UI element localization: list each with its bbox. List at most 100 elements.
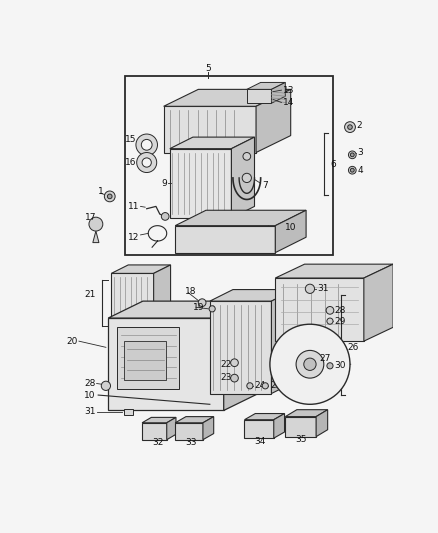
Polygon shape [285,417,316,437]
Circle shape [231,374,238,382]
Polygon shape [108,318,224,410]
Polygon shape [210,301,272,393]
Circle shape [348,125,352,130]
Text: 1: 1 [98,187,104,196]
Bar [117,327,179,389]
Text: 31: 31 [318,284,329,293]
Circle shape [296,350,324,378]
Text: 24: 24 [254,381,266,390]
Bar [125,76,333,255]
Circle shape [326,306,334,314]
Polygon shape [164,106,256,152]
Circle shape [345,122,355,133]
Polygon shape [256,90,291,152]
Circle shape [142,158,151,167]
Polygon shape [142,423,167,440]
Polygon shape [247,83,285,90]
Polygon shape [142,417,176,423]
Text: 25: 25 [270,381,281,390]
Text: 23: 23 [220,373,231,382]
Text: 6: 6 [330,159,336,168]
Polygon shape [154,265,170,326]
Text: 9: 9 [162,179,167,188]
Polygon shape [167,417,176,440]
Polygon shape [272,83,285,103]
Text: 33: 33 [185,438,196,447]
Text: 18: 18 [185,287,197,296]
Text: 27: 27 [319,353,331,362]
Circle shape [327,318,333,324]
Polygon shape [175,417,214,423]
Polygon shape [364,264,393,341]
Polygon shape [175,423,203,440]
Polygon shape [276,210,306,253]
Circle shape [137,152,157,173]
Polygon shape [285,410,328,417]
Polygon shape [210,289,294,301]
Bar [124,409,133,415]
Circle shape [107,194,112,199]
Circle shape [349,151,356,159]
Text: 12: 12 [127,233,139,241]
Polygon shape [247,90,272,103]
Text: 32: 32 [152,438,164,447]
Text: 14: 14 [283,98,294,107]
Polygon shape [203,417,214,440]
Circle shape [242,173,251,182]
Polygon shape [111,273,154,326]
Polygon shape [175,225,276,253]
Circle shape [136,134,158,156]
Text: 22: 22 [220,360,231,369]
Circle shape [270,324,350,405]
Circle shape [104,191,115,202]
Text: 19: 19 [193,303,205,312]
Polygon shape [170,137,254,149]
Circle shape [209,306,215,312]
Polygon shape [272,289,294,393]
Text: 2: 2 [356,121,362,130]
Text: 13: 13 [283,86,294,95]
Circle shape [305,284,314,294]
Circle shape [141,140,152,150]
Polygon shape [170,149,231,218]
Polygon shape [175,210,306,225]
Text: 4: 4 [358,166,363,175]
Text: 10: 10 [85,391,96,400]
Circle shape [101,381,110,391]
Text: 16: 16 [125,158,137,167]
Text: 30: 30 [335,361,346,370]
Text: 28: 28 [335,306,346,315]
Polygon shape [244,414,285,419]
Text: 3: 3 [358,148,364,157]
Circle shape [243,152,251,160]
Circle shape [350,168,354,172]
Circle shape [327,363,333,369]
Polygon shape [274,414,285,438]
Polygon shape [224,301,258,410]
Text: 15: 15 [125,135,137,144]
Text: 35: 35 [295,435,307,444]
Text: 7: 7 [262,181,268,190]
Circle shape [262,383,268,389]
Polygon shape [244,419,274,438]
Text: 11: 11 [127,202,139,211]
Text: 10: 10 [285,223,297,232]
Circle shape [349,166,356,174]
Polygon shape [276,278,364,341]
Circle shape [350,153,354,157]
Bar [279,355,301,372]
Text: 26: 26 [347,343,358,352]
Text: 5: 5 [205,64,211,73]
Circle shape [231,359,238,367]
Circle shape [161,213,169,220]
Circle shape [89,217,103,231]
Bar [268,222,282,232]
Circle shape [247,383,253,389]
Polygon shape [111,265,170,273]
Polygon shape [164,90,291,106]
Polygon shape [276,264,393,278]
Text: 34: 34 [254,437,265,446]
Circle shape [304,358,316,370]
Polygon shape [93,231,99,243]
Text: 17: 17 [85,213,97,222]
